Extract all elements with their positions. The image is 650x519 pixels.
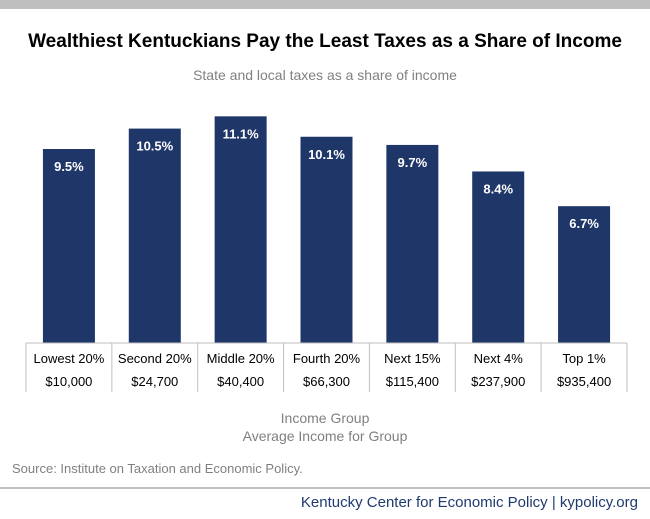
income-label-2: $40,400: [217, 374, 264, 389]
bar-2: [214, 116, 267, 343]
bar-value-label-5: 8.4%: [483, 181, 513, 196]
bar-value-label-3: 10.1%: [308, 147, 345, 162]
bar-value-label-0: 9.5%: [54, 159, 84, 174]
category-label-5: Next 4%: [474, 351, 524, 366]
income-label-0: $10,000: [45, 374, 92, 389]
footer-credit: Kentucky Center for Economic Policy | ky…: [300, 494, 638, 511]
bar-chart: 9.5% 10.5% 11.1% 10.1% 9.7% 8.4% 6.7% Lowest 20…: [25, 116, 628, 392]
bar-value-label-2: 11.1%: [223, 126, 260, 141]
bar-0: [42, 149, 95, 343]
category-label-2: Middle 20%: [207, 351, 275, 366]
chart-subtitle: State and local taxes as a share of inco…: [193, 67, 457, 83]
income-label-3: $66,300: [303, 374, 350, 389]
bar-4: [386, 144, 439, 343]
income-label-6: $935,400: [557, 374, 611, 389]
chart-title: Wealthiest Kentuckians Pay the Least Tax…: [28, 31, 622, 52]
income-label-4: $115,400: [386, 374, 439, 389]
top-accent-bar: [0, 0, 650, 9]
category-label-4: Next 15%: [384, 351, 441, 366]
category-label-0: Lowest 20%: [34, 351, 105, 366]
x-axis-title: Income Group: [280, 410, 370, 426]
income-label-1: $24,700: [131, 374, 178, 389]
bar-5: [472, 171, 525, 343]
bar-3: [300, 136, 353, 343]
bar-value-label-1: 10.5%: [136, 139, 173, 154]
bar-1: [128, 128, 181, 343]
footer-divider: [0, 487, 650, 489]
x-axis-subtitle: Average Income for Group: [242, 428, 408, 444]
category-label-3: Fourth 20%: [293, 351, 361, 366]
bar-value-label-4: 9.7%: [398, 155, 428, 170]
income-label-5: $237,900: [471, 374, 525, 389]
bar-value-label-6: 6.7%: [569, 216, 599, 231]
bar-6: [558, 206, 611, 343]
category-label-1: Second 20%: [118, 351, 192, 366]
source-note: Source: Institute on Taxation and Econom…: [12, 461, 303, 476]
category-label-6: Top 1%: [562, 351, 606, 366]
